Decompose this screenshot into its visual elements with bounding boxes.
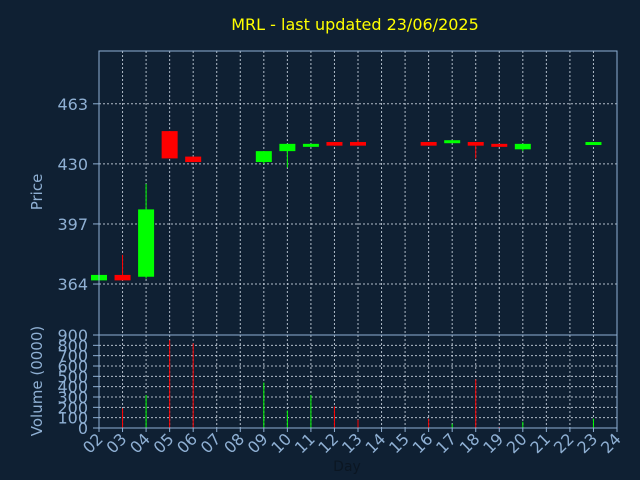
candle-body (326, 142, 343, 146)
x-axis-label: Day (333, 459, 361, 475)
volume-grid (99, 335, 617, 428)
volume-tick-label: 800 (57, 336, 88, 355)
candle-body (114, 274, 131, 281)
volume-tick-label: 900 (57, 326, 88, 345)
price-tick-label: 463 (57, 95, 88, 114)
volume-axis-label: Volume (0000) (28, 326, 46, 436)
candle-body (585, 142, 602, 146)
candle-body (255, 151, 272, 163)
volume-tick-label: 400 (57, 378, 88, 397)
candles (91, 131, 602, 281)
volume-tick-label: 300 (57, 388, 88, 407)
volume-tick-label: 500 (57, 367, 88, 386)
chart-title: MRL - last updated 23/06/2025 (231, 15, 479, 34)
candle-body (161, 131, 178, 159)
price-y-ticks: 364 397 430 463 (57, 95, 99, 294)
candle-body (138, 209, 155, 277)
price-tick-label: 397 (57, 215, 88, 234)
x-tick-label: 24 (597, 429, 625, 457)
candle-body (302, 143, 319, 147)
volume-tick-label: 600 (57, 357, 88, 376)
volume-tick-label: 100 (57, 409, 88, 428)
volume-bars (98, 340, 594, 428)
price-axis-label: Price (28, 174, 46, 211)
volume-tick-label: 0 (78, 419, 88, 438)
candle-body (514, 143, 531, 150)
volume-tick-label: 200 (57, 398, 88, 417)
volume-tick-label: 700 (57, 347, 88, 366)
candle-body (279, 143, 296, 152)
x-ticks: 0203040506070809101112131415161718192021… (79, 428, 625, 457)
candle-body (467, 142, 484, 146)
candle-body (350, 142, 366, 146)
candle-body (420, 142, 437, 146)
volume-panel (98, 334, 618, 429)
candle-body (491, 143, 508, 147)
price-grid (99, 51, 617, 335)
candle-body (444, 140, 461, 144)
price-tick-label: 430 (57, 155, 88, 174)
candle-body (185, 156, 202, 163)
price-tick-label: 364 (57, 275, 88, 294)
